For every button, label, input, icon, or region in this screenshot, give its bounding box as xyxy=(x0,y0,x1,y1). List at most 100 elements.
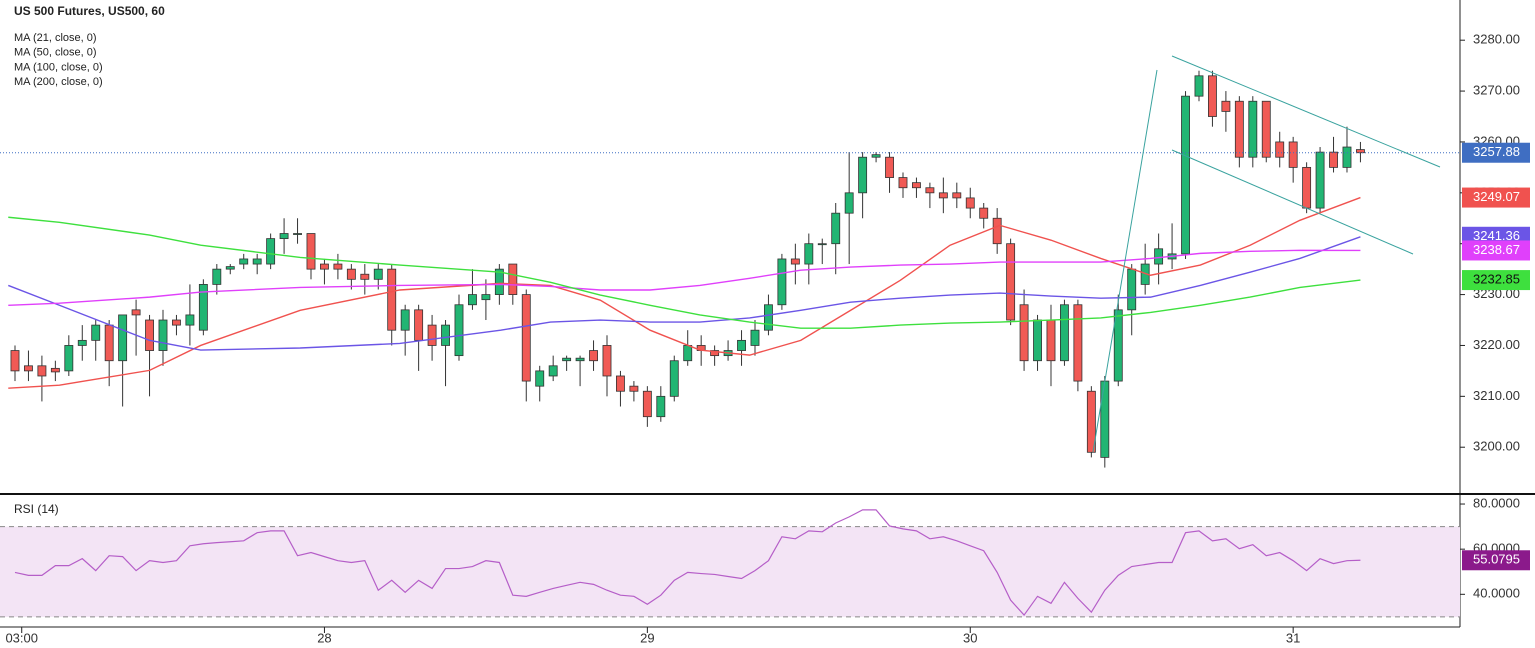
candle-body xyxy=(1315,151,1325,209)
price-tag-label: 3241.36 xyxy=(1473,228,1520,243)
rsi-line xyxy=(14,509,1361,617)
price-tag-label: 55.0795 xyxy=(1473,552,1520,567)
candle-body xyxy=(279,233,289,240)
price-tag xyxy=(1462,550,1530,571)
x-tick-label: 30 xyxy=(963,630,977,645)
candle-body xyxy=(212,268,222,285)
candle-body xyxy=(1342,146,1352,168)
price-tag-label: 3249.07 xyxy=(1473,189,1520,204)
candle-body xyxy=(1073,304,1083,382)
candle-body xyxy=(710,350,720,357)
candle-body xyxy=(185,314,195,326)
candle-body xyxy=(1046,319,1056,362)
candle-body xyxy=(1181,95,1190,255)
candle-body xyxy=(1033,319,1042,362)
x-tick-label: 03:00 xyxy=(5,630,38,645)
rsi-title: RSI (14) xyxy=(14,502,59,516)
moving-average-line xyxy=(8,236,1361,351)
candle-body xyxy=(669,360,679,397)
trend-line xyxy=(1092,69,1158,453)
candle-body xyxy=(790,258,800,265)
candle-body xyxy=(64,345,74,372)
candle-body xyxy=(912,182,921,189)
x-tick-label: 29 xyxy=(640,630,654,645)
legend-entry: MA (200, close, 0) xyxy=(14,76,103,88)
chart-title: US 500 Futures, US500, 60 xyxy=(14,4,165,18)
candle-body xyxy=(642,390,652,418)
y-tick-label: 3210.00 xyxy=(1473,388,1520,403)
candle-body xyxy=(37,365,47,377)
candle-body xyxy=(1275,141,1285,158)
candle-body xyxy=(306,233,316,270)
candle-body xyxy=(24,365,33,372)
candle-body xyxy=(50,367,60,373)
candle-body xyxy=(481,294,491,301)
x-tick-label: 28 xyxy=(317,630,331,645)
candle-body xyxy=(1127,268,1137,311)
candle-body xyxy=(965,197,975,209)
candle-body xyxy=(400,309,410,331)
candle-body xyxy=(979,207,989,219)
candle-body xyxy=(508,263,518,295)
candle-body xyxy=(737,339,746,351)
candle-body xyxy=(1060,304,1069,362)
candle-body xyxy=(764,304,773,331)
candle-body xyxy=(602,345,612,377)
candle-body xyxy=(346,268,356,280)
candle-body xyxy=(104,324,114,362)
candle-body xyxy=(575,357,585,362)
y-tick-label: 80.0000 xyxy=(1473,495,1520,510)
candle-body xyxy=(145,319,154,351)
price-tag-label: 3257.88 xyxy=(1473,144,1520,159)
candle-body xyxy=(750,329,760,346)
candle-body xyxy=(118,314,128,362)
candle-body xyxy=(1356,149,1365,154)
candle-body xyxy=(992,217,1002,245)
candle-body xyxy=(1086,390,1096,453)
candle-body xyxy=(1006,243,1016,321)
legend-entry: MA (100, close, 0) xyxy=(14,61,103,73)
candle-body xyxy=(898,177,908,189)
candle-body xyxy=(656,395,666,418)
price-tag xyxy=(1462,240,1530,261)
candle-body xyxy=(1261,100,1271,158)
moving-average-line xyxy=(8,216,1361,329)
rsi-band xyxy=(0,526,1460,617)
price-tag-label: 3232.85 xyxy=(1473,272,1520,287)
plot-layer: 3200.003210.003220.003230.003240.003250.… xyxy=(0,32,1530,645)
candle-body xyxy=(225,266,235,270)
candle-body xyxy=(1113,309,1123,382)
candle-body xyxy=(468,294,477,306)
candle-body xyxy=(925,187,935,194)
candle-body xyxy=(885,156,894,178)
candle-body xyxy=(952,192,962,199)
candle-body xyxy=(1329,151,1338,168)
candle-body xyxy=(239,258,249,265)
candle-body xyxy=(91,324,101,341)
candle-body xyxy=(414,309,424,341)
x-tick-label: 31 xyxy=(1286,630,1300,645)
candle-body xyxy=(441,324,450,346)
candle-body xyxy=(548,365,558,377)
candle-body xyxy=(333,263,343,270)
candle-body xyxy=(252,258,262,265)
candle-body xyxy=(535,370,545,387)
candle-body xyxy=(844,192,854,214)
candle-body xyxy=(320,263,329,270)
candle-body xyxy=(454,304,464,357)
trend-line xyxy=(1171,149,1414,255)
candle-body xyxy=(266,238,276,265)
candle-body xyxy=(1288,141,1298,168)
candle-body xyxy=(77,339,87,346)
candle-body xyxy=(198,284,208,331)
legend-entry: MA (21, close, 0) xyxy=(14,32,97,44)
moving-average-line xyxy=(8,196,1361,389)
candle-body xyxy=(293,233,302,235)
candle-body xyxy=(817,243,827,246)
candle-body xyxy=(562,357,572,362)
candle-body xyxy=(1302,166,1312,209)
candle-body xyxy=(1100,380,1110,458)
candle-body xyxy=(387,268,397,331)
candle-body xyxy=(373,268,383,280)
